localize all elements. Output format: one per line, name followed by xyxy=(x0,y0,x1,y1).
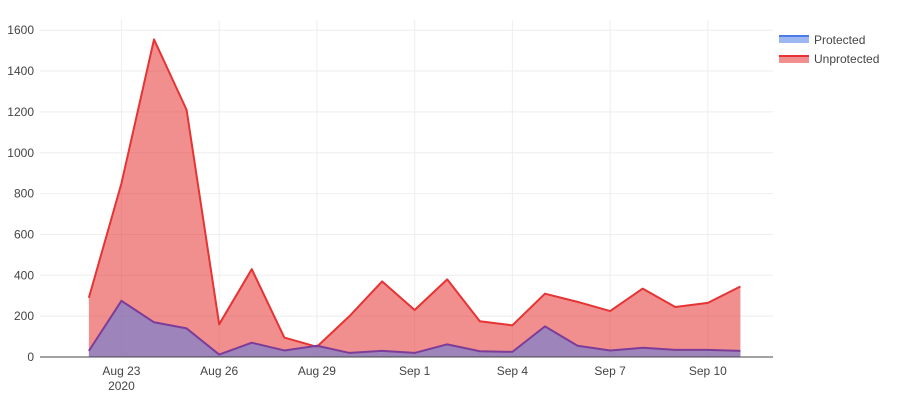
y-tick-label: 1000 xyxy=(7,146,34,160)
y-tick-label: 0 xyxy=(27,350,34,364)
y-tick-label: 1200 xyxy=(7,105,34,119)
series-line-protected[interactable] xyxy=(88,299,741,356)
legend[interactable]: Protected Unprotected xyxy=(779,33,879,66)
y-tick-label: 1400 xyxy=(7,64,34,78)
x-tick-label: Sep 1 xyxy=(399,364,431,378)
legend-label-protected: Protected xyxy=(814,33,865,47)
x-tick-label: Sep 10 xyxy=(689,364,727,378)
y-axis-ticks: 0 200 400 600 800 1000 1200 1400 1600 xyxy=(7,23,34,364)
series-line-unprotected[interactable] xyxy=(87,38,741,348)
x-tick-label: Sep 4 xyxy=(497,364,529,378)
x-tick-label: Aug 29 xyxy=(298,364,336,378)
y-tick-label: 1600 xyxy=(7,23,34,37)
legend-swatch-unprotected xyxy=(779,55,809,63)
area-fill-unprotected xyxy=(88,39,741,358)
area-series-layer xyxy=(87,38,741,358)
y-tick-label: 600 xyxy=(14,227,34,241)
legend-item-unprotected[interactable]: Unprotected xyxy=(779,52,879,66)
y-tick-label: 400 xyxy=(14,268,34,282)
x-tick-label: Aug 23 xyxy=(102,364,140,378)
y-tick-label: 200 xyxy=(14,309,34,323)
legend-swatch-protected xyxy=(779,35,809,43)
y-tick-label: 800 xyxy=(14,187,34,201)
x-tick-label: Sep 7 xyxy=(594,364,626,378)
x-tick-sublabel: 2020 xyxy=(108,379,135,393)
legend-item-protected[interactable]: Protected xyxy=(779,33,865,47)
x-tick-label: Aug 26 xyxy=(200,364,238,378)
legend-label-unprotected: Unprotected xyxy=(814,52,879,66)
